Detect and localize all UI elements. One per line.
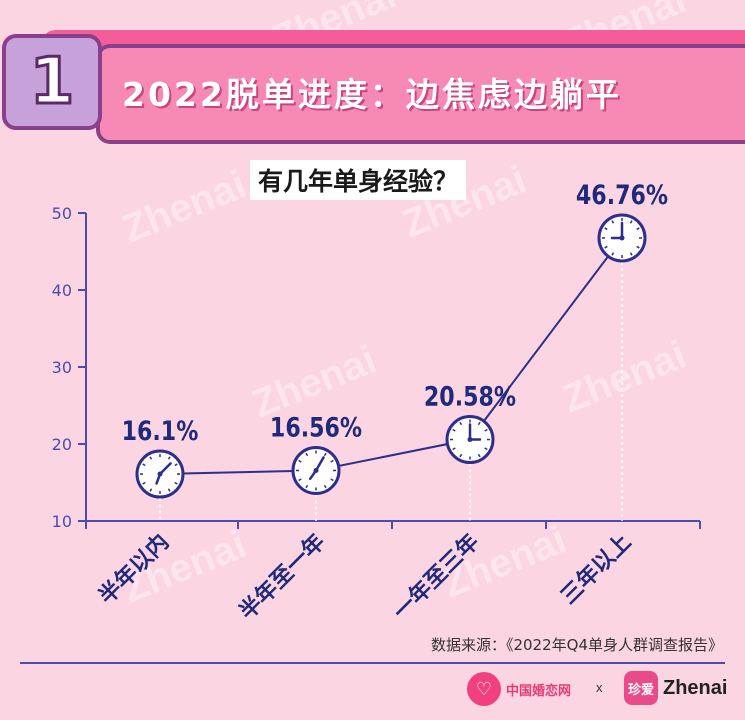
clock-hand-minute [314,456,325,472]
clock-tick [452,428,456,432]
logo2-text: Zhenai [663,676,728,699]
logo-zhongguo-hunlian: ♡ 中国婚恋网 [467,672,571,706]
clock-tick [604,245,608,249]
clock-tick [330,478,334,482]
clock-tick [149,456,153,460]
x-tick-label: 半年至一年 [234,529,330,625]
y-tick-label: 30 [52,358,72,377]
series-line [159,237,623,476]
section-title: 2022脱单进度：边焦虑边躺平 [122,75,622,114]
chart-series [159,237,623,476]
clock-tick [305,452,309,457]
zhenai-badge-icon: 珍爱 [624,671,658,705]
section-banner: 1 2022脱单进度：边焦虑边躺平 [0,30,745,144]
section-number: 1 [28,45,76,119]
clock-tick [298,459,302,463]
clock-tick [484,447,488,451]
x-tick-label: 半年以内 [94,529,175,610]
section-number-box: 1 [2,34,102,130]
clock-tick [629,252,633,256]
clock-tick [636,227,640,231]
y-tick-label: 10 [52,512,72,531]
clock-tick [323,452,327,457]
clock-tick [604,227,608,231]
clock-icon [597,213,647,263]
clock-tick [298,478,302,482]
clock-tick [459,453,463,458]
logo-separator: x [596,680,603,695]
clock-tick [174,481,178,485]
clock-tick [459,421,463,426]
clock-tick [167,488,171,492]
y-tick-label: 20 [52,435,72,454]
clock-tick [167,456,171,460]
clock-center [313,467,319,473]
data-label: 16.1% [122,415,199,447]
logo1-text: 中国婚恋网 [506,683,572,699]
data-label: 16.56% [270,411,362,443]
clock-tick [174,463,178,467]
chart-title: 有几年单身经验？ [250,160,467,200]
y-tick-label: 40 [52,281,72,300]
clock-tick [611,252,615,256]
chart-markers [135,213,647,499]
clock-icon [135,449,185,499]
clock-tick [477,421,481,426]
clock-tick [611,220,615,224]
clock-tick [484,428,488,432]
clock-center [619,235,625,241]
clock-tick [636,245,640,249]
source-note: 数据来源：《2022年Q4单身人群调查报告》 [430,636,723,654]
clock-tick [142,463,146,467]
clock-tick [305,484,309,489]
banner-front [96,44,745,144]
clock-tick [629,220,633,224]
clock-tick [323,484,327,489]
logo-zhenai: 珍爱 Zhenai [624,671,727,705]
clock-center [467,437,473,443]
clock-tick [149,488,153,492]
clock-icon [445,415,495,465]
footer-divider [20,662,725,664]
y-tick-label: 50 [52,204,72,223]
clock-tick [142,481,146,485]
clock-tick [330,459,334,463]
x-tick-label: 三年以上 [556,529,637,610]
clock-tick [452,447,456,451]
chart-guides [159,261,623,521]
clock-tick [477,453,481,458]
data-label: 46.76% [576,179,668,211]
data-label: 20.58% [424,380,516,412]
chart-labels: 16.1% 16.56% 20.58% 46.76% [122,179,668,447]
heart-logo-icon: ♡ [467,672,501,706]
x-tick-label: 一年至三年 [388,529,484,625]
clock-center [157,471,163,477]
clock-icon [291,445,341,495]
